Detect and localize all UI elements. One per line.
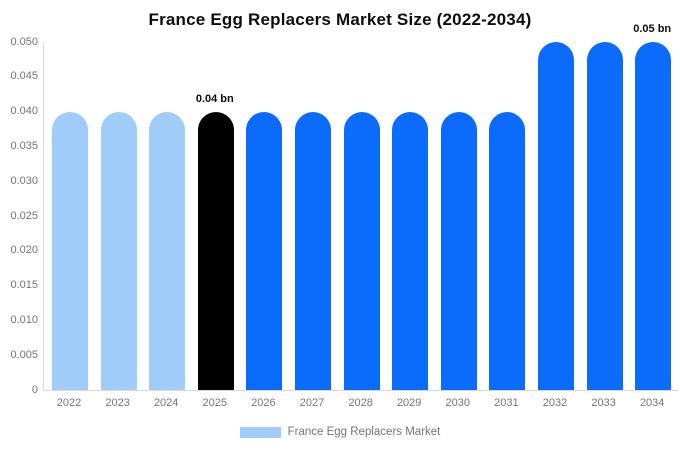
bar-2029[interactable] xyxy=(392,112,429,390)
x-tick-label: 2023 xyxy=(105,397,130,409)
x-tick-label: 2025 xyxy=(202,397,228,409)
y-tick-label: 0.015 xyxy=(10,279,38,292)
x-tick-label: 2034 xyxy=(639,397,665,409)
legend-label: France Egg Replacers Market xyxy=(287,426,441,438)
y-tick-label: 0.025 xyxy=(10,209,38,222)
y-tick-label: 0.010 xyxy=(10,313,38,326)
bar-2030[interactable] xyxy=(440,112,477,390)
x-tick-label: 2029 xyxy=(396,397,422,409)
x-tick-label: 2027 xyxy=(299,397,325,409)
y-tick-label: 0 xyxy=(31,383,38,396)
y-tick-label: 0.045 xyxy=(10,70,38,83)
legend[interactable]: France Egg Replacers Market xyxy=(0,426,680,438)
y-tick-label: 0.040 xyxy=(10,105,38,118)
bar-2034[interactable] xyxy=(635,42,672,390)
chart-title: France Egg Replacers Market Size (2022-2… xyxy=(148,10,532,29)
x-tick-label: 2028 xyxy=(348,397,373,409)
y-tick-label: 0.005 xyxy=(10,348,38,361)
legend-swatch xyxy=(239,426,281,438)
bar-2028[interactable] xyxy=(343,112,380,390)
bar-2024[interactable] xyxy=(149,112,186,390)
bar-2033[interactable] xyxy=(586,42,623,390)
bar-2027[interactable] xyxy=(295,112,331,390)
x-tick-label: 2030 xyxy=(445,397,471,409)
y-tick-label: 0.020 xyxy=(10,244,38,257)
bar-value-label: 0.04 bn xyxy=(195,93,234,105)
x-tick-label: 2024 xyxy=(153,397,179,409)
bar-2026[interactable] xyxy=(246,112,283,390)
x-tick-label: 2032 xyxy=(542,397,568,409)
x-tick-label: 2022 xyxy=(56,397,82,409)
x-tick-label: 2026 xyxy=(251,397,276,409)
bar-2023[interactable] xyxy=(100,112,137,390)
plot-area xyxy=(43,42,678,391)
bar-2022[interactable] xyxy=(52,112,88,390)
y-tick-label: 0.035 xyxy=(10,139,38,152)
bar-value-label: 0.05 bn xyxy=(633,23,672,35)
y-tick-label: 0.050 xyxy=(10,35,38,48)
bar-2025[interactable] xyxy=(197,112,234,390)
x-tick-label: 2033 xyxy=(591,397,616,409)
x-tick-label: 2031 xyxy=(494,397,519,409)
bar-2032[interactable] xyxy=(538,42,574,390)
y-tick-label: 0.030 xyxy=(10,174,38,187)
bar-2031[interactable] xyxy=(489,112,526,390)
